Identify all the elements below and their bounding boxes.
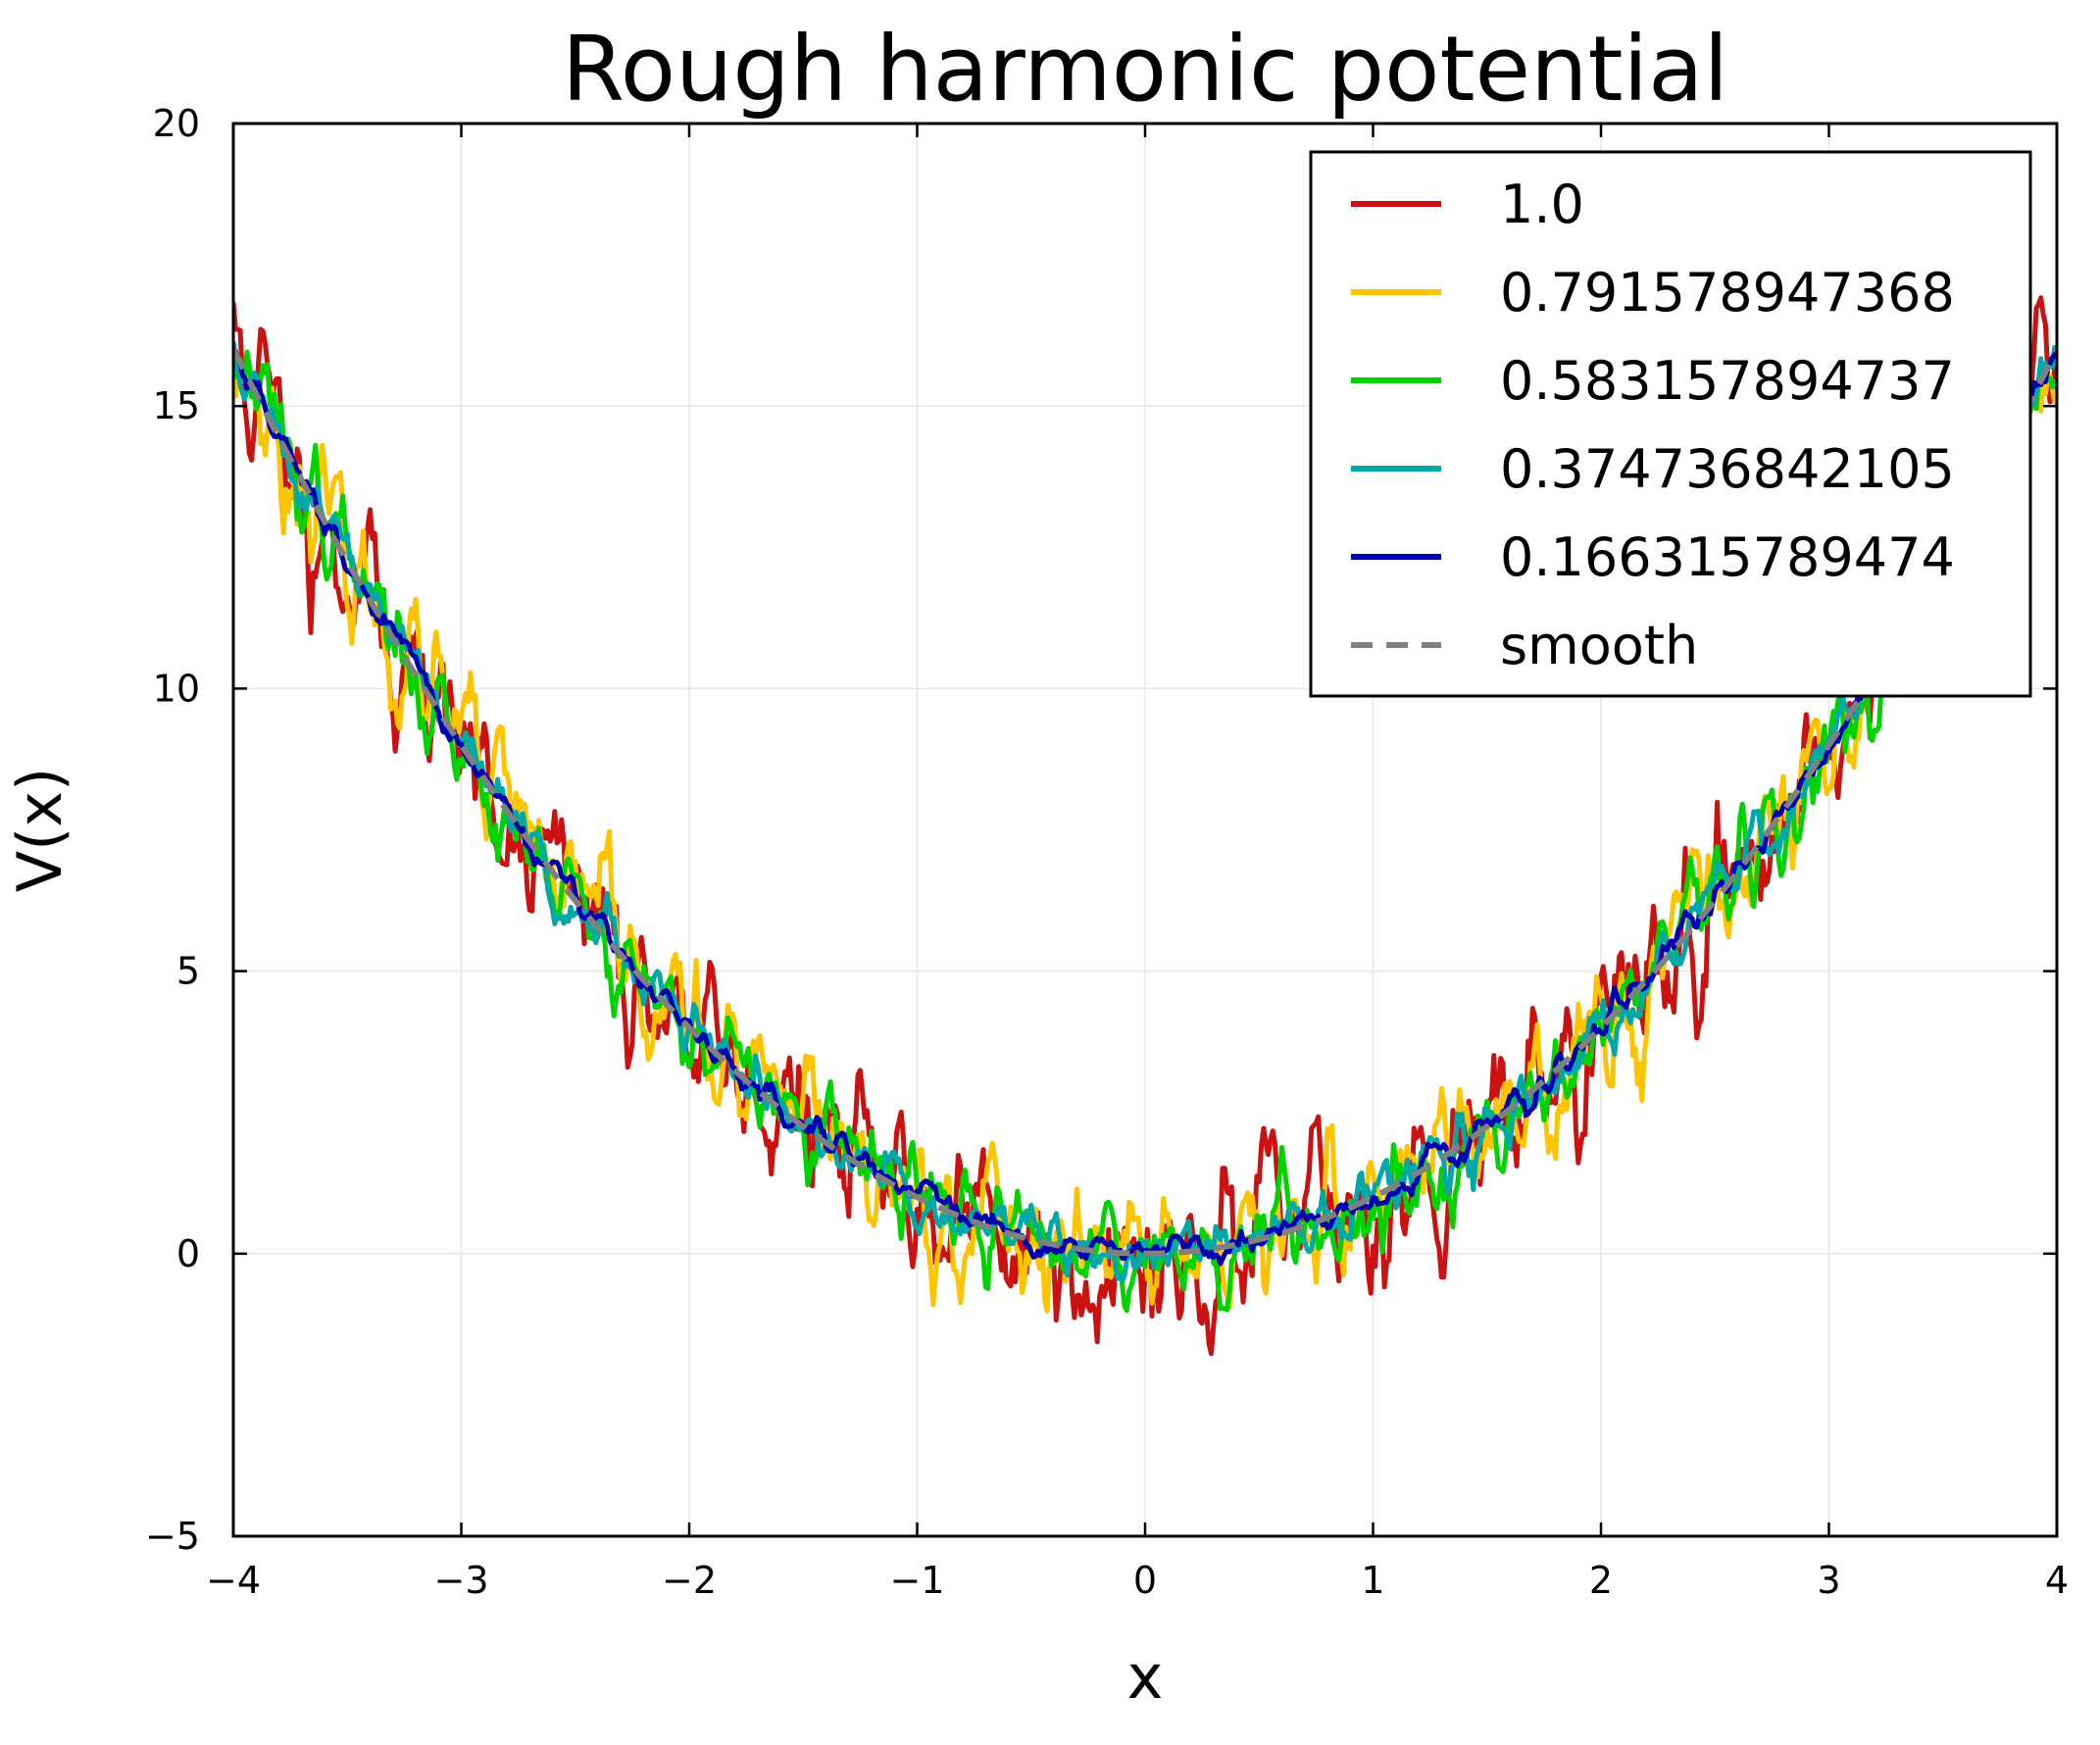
y-tick-label: 15 [153, 384, 200, 427]
x-tick-label: 2 [1589, 1559, 1613, 1602]
series-lines [233, 295, 2057, 1357]
y-tick-label: 0 [176, 1232, 200, 1275]
series-line-0-583157894737 [233, 345, 2057, 1314]
x-tick-label: 1 [1361, 1559, 1384, 1602]
x-tick-label: −2 [662, 1559, 717, 1602]
legend-label: 0.166315789474 [1500, 526, 1955, 588]
x-tick-label: 4 [2045, 1559, 2069, 1602]
legend-label: smooth [1500, 615, 1698, 676]
y-tick-label: 10 [153, 667, 200, 710]
y-tick-label: 5 [176, 950, 200, 993]
series-line-smooth [233, 348, 2057, 1257]
axis-ticks: −4 −3 −2 −1 0 1 2 3 4 −5 0 5 10 15 20 [145, 102, 2069, 1602]
x-tick-label: −3 [433, 1559, 488, 1602]
legend-label: 0.791578947368 [1500, 262, 1955, 324]
x-tick-label: −4 [206, 1559, 261, 1602]
legend-label: 0.374736842105 [1500, 438, 1955, 500]
x-axis-label: x [1127, 1641, 1164, 1713]
y-axis-label: V(x) [4, 768, 75, 892]
series-line-0-374736842105 [233, 340, 2057, 1284]
y-tick-label: 20 [153, 102, 200, 145]
y-tick-label: −5 [145, 1515, 200, 1558]
x-tick-label: −1 [889, 1559, 944, 1602]
legend: 1.0 0.791578947368 0.583157894737 0.3747368… [1309, 150, 2032, 698]
legend-label: 0.583157894737 [1500, 350, 1955, 412]
legend-box [1309, 150, 2032, 698]
chart-title: Rough harmonic potential [562, 17, 1728, 122]
x-tick-label: 0 [1133, 1559, 1157, 1602]
x-tick-label: 3 [1817, 1559, 1840, 1602]
legend-label: 1.0 [1500, 174, 1584, 235]
